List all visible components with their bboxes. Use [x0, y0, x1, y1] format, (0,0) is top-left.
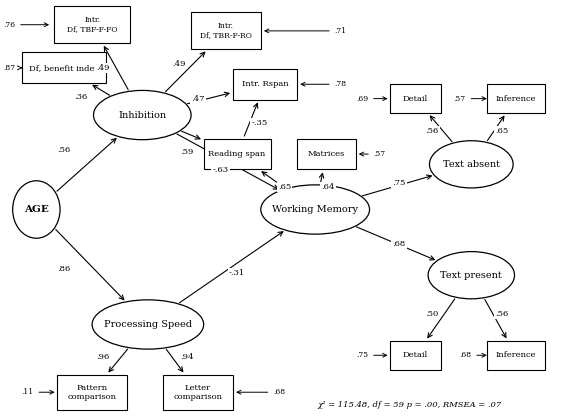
FancyBboxPatch shape — [233, 69, 297, 100]
Text: .75: .75 — [392, 179, 406, 187]
FancyBboxPatch shape — [486, 84, 545, 113]
Text: Df, benefit index: Df, benefit index — [29, 64, 100, 72]
FancyBboxPatch shape — [191, 13, 261, 49]
Text: .47: .47 — [191, 95, 205, 103]
Text: .56: .56 — [496, 310, 509, 318]
FancyBboxPatch shape — [390, 341, 440, 370]
Text: .86: .86 — [57, 265, 71, 273]
Text: Processing Speed: Processing Speed — [104, 320, 192, 329]
FancyBboxPatch shape — [486, 341, 545, 370]
Text: Intr.
Df, TBR-F-RO: Intr. Df, TBR-F-RO — [200, 22, 252, 39]
Text: Working Memory: Working Memory — [272, 205, 358, 214]
Text: .71: .71 — [335, 27, 347, 35]
FancyBboxPatch shape — [22, 52, 106, 83]
Text: Detail: Detail — [403, 351, 428, 359]
Text: Intr.
Df, TBF-F-FO: Intr. Df, TBF-F-FO — [67, 16, 117, 34]
Text: Inference: Inference — [496, 351, 536, 359]
Text: .64: .64 — [321, 183, 335, 191]
Text: .94: .94 — [180, 353, 193, 361]
Text: .36: .36 — [75, 93, 88, 101]
Ellipse shape — [261, 185, 369, 234]
Text: .57: .57 — [374, 150, 386, 158]
Text: Reading span: Reading span — [208, 150, 266, 158]
Text: .75: .75 — [356, 351, 368, 359]
Ellipse shape — [430, 141, 513, 188]
FancyBboxPatch shape — [163, 375, 233, 410]
Text: .49: .49 — [97, 64, 110, 72]
Text: -.35: -.35 — [251, 119, 267, 127]
FancyBboxPatch shape — [204, 139, 270, 169]
Text: Text present: Text present — [440, 271, 502, 280]
Text: .65: .65 — [496, 127, 509, 135]
Text: .50: .50 — [426, 310, 439, 318]
Text: .56: .56 — [57, 146, 71, 154]
Ellipse shape — [13, 181, 60, 238]
Ellipse shape — [93, 91, 191, 140]
Text: Intr. Rspan: Intr. Rspan — [242, 80, 288, 88]
Text: Pattern
comparison: Pattern comparison — [68, 384, 117, 401]
Ellipse shape — [92, 300, 204, 349]
Text: .87: .87 — [3, 64, 15, 72]
Text: .59: .59 — [180, 148, 193, 156]
Text: .76: .76 — [3, 21, 15, 29]
Text: .78: .78 — [335, 80, 347, 88]
Ellipse shape — [428, 251, 514, 299]
Text: -.63: -.63 — [212, 166, 228, 174]
Text: .65: .65 — [278, 183, 291, 191]
FancyBboxPatch shape — [390, 84, 440, 113]
Text: .68: .68 — [273, 388, 286, 396]
Text: .56: .56 — [426, 127, 439, 135]
FancyBboxPatch shape — [55, 6, 130, 43]
Text: .68: .68 — [392, 241, 406, 248]
Text: -.31: -.31 — [229, 269, 245, 277]
Text: AGE: AGE — [24, 205, 49, 214]
Text: .11: .11 — [22, 388, 34, 396]
Text: .68: .68 — [459, 351, 471, 359]
FancyBboxPatch shape — [57, 375, 127, 410]
Text: .96: .96 — [97, 353, 110, 361]
Text: Inference: Inference — [496, 95, 536, 103]
Text: Text absent: Text absent — [443, 160, 500, 169]
Text: .69: .69 — [356, 95, 368, 103]
Text: Letter
comparison: Letter comparison — [174, 384, 222, 401]
Text: Detail: Detail — [403, 95, 428, 103]
Text: Inhibition: Inhibition — [118, 111, 166, 119]
Text: Matrices: Matrices — [308, 150, 345, 158]
Text: χ² = 115.48, df = 59 p = .00, RMSEA = .07: χ² = 115.48, df = 59 p = .00, RMSEA = .0… — [318, 401, 502, 409]
Text: .49: .49 — [172, 60, 185, 68]
FancyBboxPatch shape — [297, 139, 356, 169]
Text: .57: .57 — [453, 95, 465, 103]
